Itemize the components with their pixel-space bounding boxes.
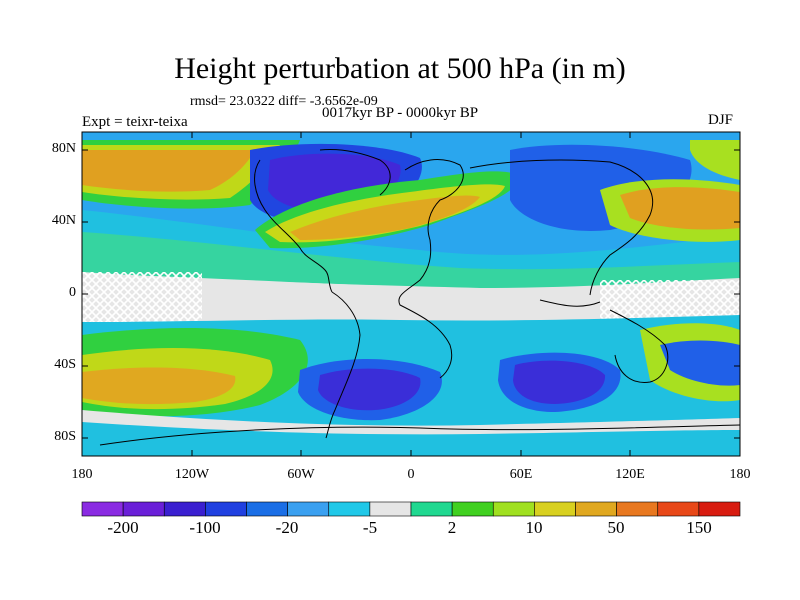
colorbar-swatch xyxy=(410,501,453,517)
colorbar-swatch xyxy=(81,501,124,517)
colorbar-swatch xyxy=(122,501,165,517)
colorbar-swatch xyxy=(246,501,288,517)
colorbar-swatch xyxy=(616,501,659,517)
colorbar-label: 50 xyxy=(607,518,625,537)
colorbar-swatch xyxy=(205,501,247,517)
colorbar-label: -5 xyxy=(362,518,378,537)
lon-label-120e: 120E xyxy=(615,467,645,482)
experiment-label: Expt = teixr-teixa xyxy=(82,114,188,130)
lat-label-0: 0 xyxy=(69,285,76,300)
lon-label-60e: 60E xyxy=(509,467,533,482)
lat-label-40s: 40S xyxy=(54,357,76,372)
coastlines xyxy=(99,149,740,446)
season-label: DJF xyxy=(708,112,734,128)
colorbar-label: -200 xyxy=(107,518,139,537)
lon-label-180e: 180 xyxy=(729,467,751,482)
colorbar-swatch xyxy=(575,501,617,517)
colorbar-label: 2 xyxy=(447,518,457,537)
colorbar-swatch xyxy=(369,501,412,517)
map-title: Height perturbation at 500 hPa (in m) xyxy=(174,52,626,85)
colorbar-swatch xyxy=(698,501,741,517)
lon-label-60w: 60W xyxy=(287,467,315,482)
colorbar-swatch xyxy=(451,501,494,517)
colorbar xyxy=(81,501,741,517)
subtitle-text: 0017kyr BP - 0000kyr BP xyxy=(321,105,479,121)
lon-label-0: 0 xyxy=(407,467,415,482)
colorbar-swatch xyxy=(534,501,576,517)
colorbar-swatch xyxy=(657,501,700,517)
stats-text: rmsd= 23.0322 diff= -3.6562e-09 xyxy=(190,94,378,109)
lat-label-80s: 80S xyxy=(54,429,76,444)
colorbar-swatch xyxy=(492,501,535,517)
contour-field xyxy=(82,132,740,456)
axis-ticks xyxy=(81,132,741,456)
lon-label-180w: 180 xyxy=(71,467,93,482)
colorbar-swatch xyxy=(163,501,206,517)
lat-label-40n: 40N xyxy=(51,213,76,228)
colorbar-label: 10 xyxy=(525,518,543,537)
colorbar-swatch xyxy=(287,501,330,517)
colorbar-label: 150 xyxy=(686,518,712,537)
lon-label-120w: 120W xyxy=(174,467,210,482)
colorbar-label: -100 xyxy=(189,518,221,537)
colorbar-swatch xyxy=(328,501,371,517)
colorbar-label: -20 xyxy=(275,518,299,537)
lat-label-80n: 80N xyxy=(51,141,76,156)
